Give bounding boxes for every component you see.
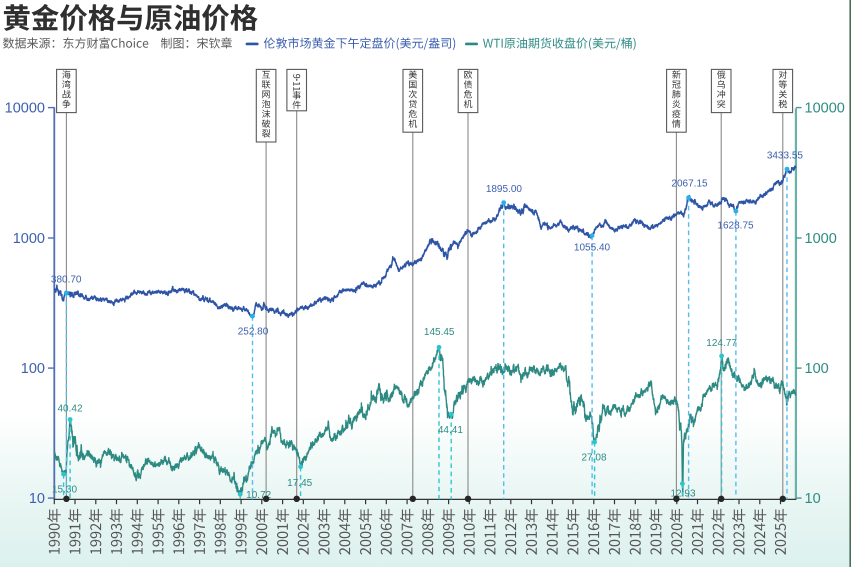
svg-text:17.45: 17.45 <box>287 478 312 489</box>
svg-text:380.70: 380.70 <box>51 275 82 286</box>
svg-text:124.77: 124.77 <box>706 338 737 349</box>
svg-text:252.80: 252.80 <box>238 326 269 337</box>
svg-text:44.41: 44.41 <box>438 425 463 436</box>
svg-text:10: 10 <box>29 491 45 507</box>
svg-text:12.93: 12.93 <box>670 488 695 499</box>
svg-text:1628.75: 1628.75 <box>717 221 754 232</box>
svg-text:1055.40: 1055.40 <box>574 243 611 254</box>
svg-text:15.30: 15.30 <box>52 484 77 495</box>
svg-text:10.72: 10.72 <box>246 490 271 501</box>
svg-text:10000: 10000 <box>805 101 845 117</box>
svg-text:10: 10 <box>805 491 821 507</box>
svg-text:3433.55: 3433.55 <box>767 151 804 162</box>
svg-text:10000: 10000 <box>5 101 45 117</box>
svg-text:40.42: 40.42 <box>57 403 82 414</box>
svg-text:1000: 1000 <box>805 231 837 247</box>
svg-text:1000: 1000 <box>13 231 45 247</box>
svg-text:145.45: 145.45 <box>424 327 455 338</box>
svg-text:100: 100 <box>805 361 829 377</box>
svg-text:27.08: 27.08 <box>581 452 606 463</box>
svg-text:100: 100 <box>21 361 45 377</box>
svg-text:1895.00: 1895.00 <box>486 184 523 195</box>
svg-text:2067.15: 2067.15 <box>671 179 708 190</box>
